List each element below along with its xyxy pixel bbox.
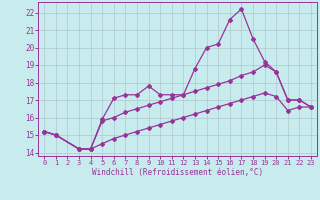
X-axis label: Windchill (Refroidissement éolien,°C): Windchill (Refroidissement éolien,°C) xyxy=(92,168,263,177)
